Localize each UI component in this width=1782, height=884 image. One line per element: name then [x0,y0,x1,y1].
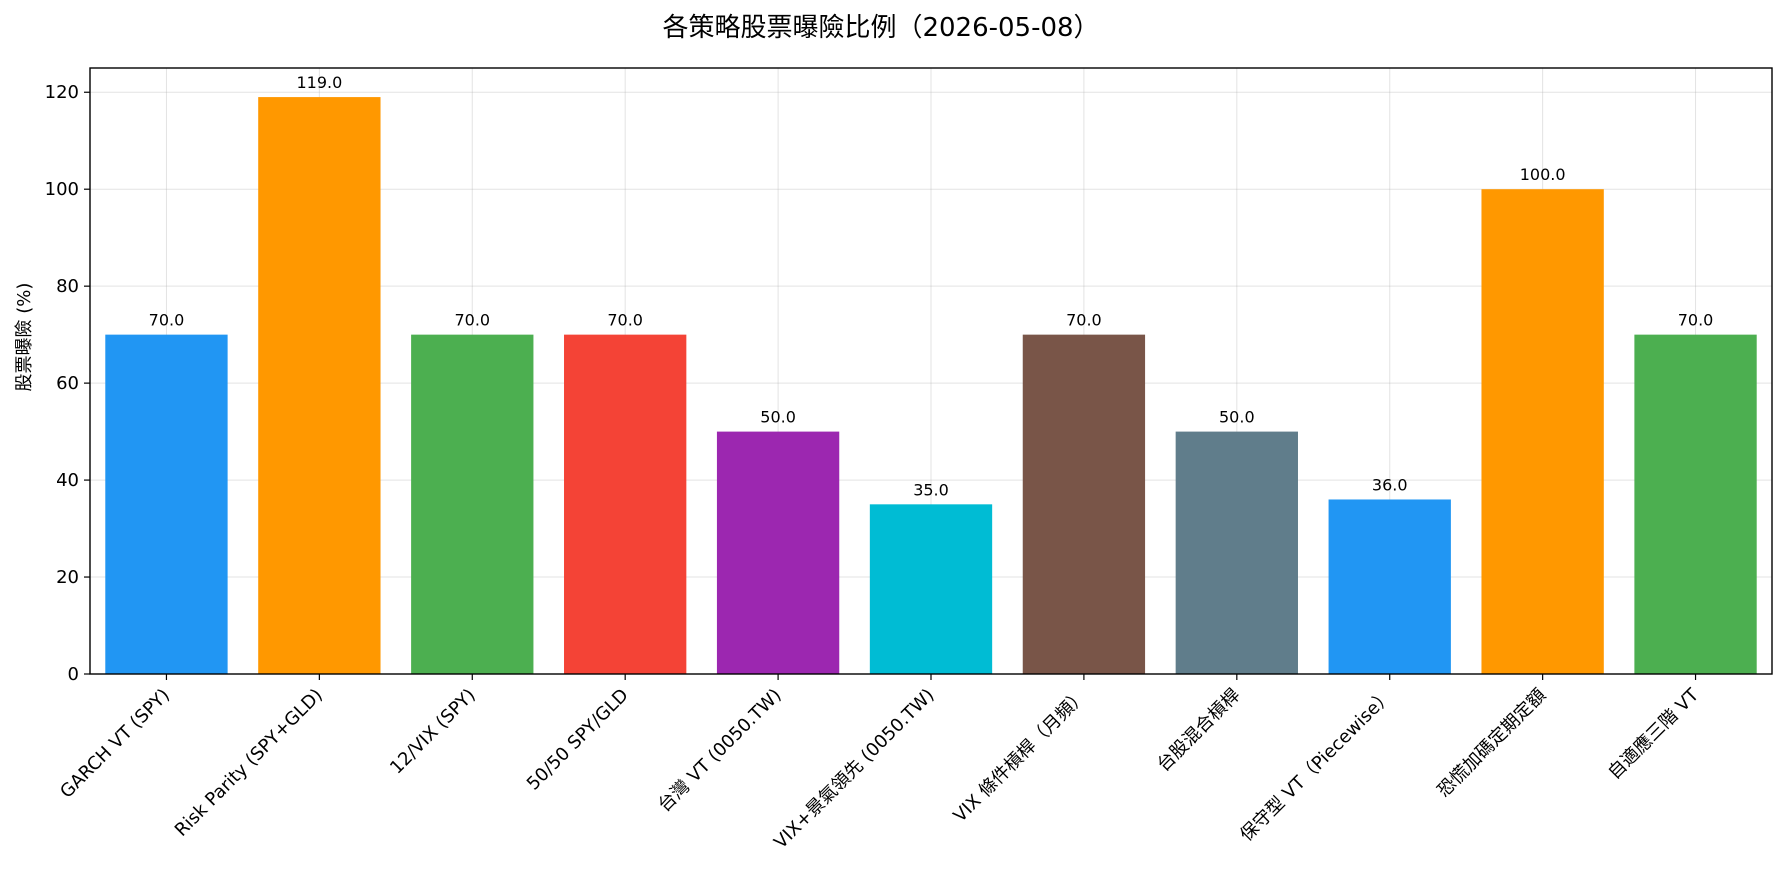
bar-value-label: 50.0 [1219,408,1255,427]
chart-title: 各策略股票曝險比例（2026-05-08） [662,13,1099,43]
bar-value-label: 36.0 [1372,475,1408,494]
x-category-label: GARCH VT (SPY) [56,685,174,803]
bar [1328,499,1451,674]
y-tick-label: 100 [45,179,79,200]
x-category-label: 自適應三階 VT [1603,683,1703,783]
bar-value-label: 70.0 [149,311,185,330]
bar-value-label: 70.0 [607,311,643,330]
x-category-label: 台灣 VT (0050.TW) [654,685,786,817]
y-tick-label: 120 [45,82,79,103]
bar [1481,189,1604,674]
y-axis-label: 股票曝險 (%) [14,283,35,392]
x-category-label: VIX+景氣領先 (0050.TW) [770,685,938,853]
y-tick-label: 40 [56,470,79,491]
x-category-label: Risk Parity (SPY+GLD) [171,685,327,841]
bar [869,504,993,674]
bar-value-label: 35.0 [913,480,949,499]
plot-frame [89,67,1773,675]
bar [1634,334,1757,674]
bar-value-label: 119.0 [296,73,342,92]
bar [1022,334,1146,674]
x-category-label: 保守型 VT（Piecewise） [1236,685,1397,846]
bar [105,334,228,674]
x-category-label: 恐慌加碼定期定額 [1433,685,1550,802]
bar [716,431,840,674]
y-tick-label: 60 [56,373,79,394]
bar [564,334,687,674]
bar-value-label: 70.0 [1678,311,1714,330]
y-tick-label: 20 [56,567,79,588]
bar [258,97,381,674]
x-category-label: 50/50 SPY/GLD [523,685,633,795]
bar [411,334,534,674]
x-category-label: VIX 條件槓桿（月頻） [950,685,1092,827]
y-tick-label: 80 [56,276,79,297]
bar [1175,431,1298,674]
bar-value-label: 50.0 [760,408,796,427]
bars: 70.0 119.0 70.0 70.0 50.0 35.0 70.0 50.0 36.0 100… [105,73,1757,674]
bar-value-label: 100.0 [1520,165,1566,184]
x-category-label: 12/VIX (SPY) [386,685,480,779]
bar-value-label: 70.0 [1066,311,1102,330]
bar-value-label: 70.0 [454,311,490,330]
x-category-label: 台股混合槓桿 [1153,685,1244,776]
y-tick-label: 0 [68,664,79,685]
